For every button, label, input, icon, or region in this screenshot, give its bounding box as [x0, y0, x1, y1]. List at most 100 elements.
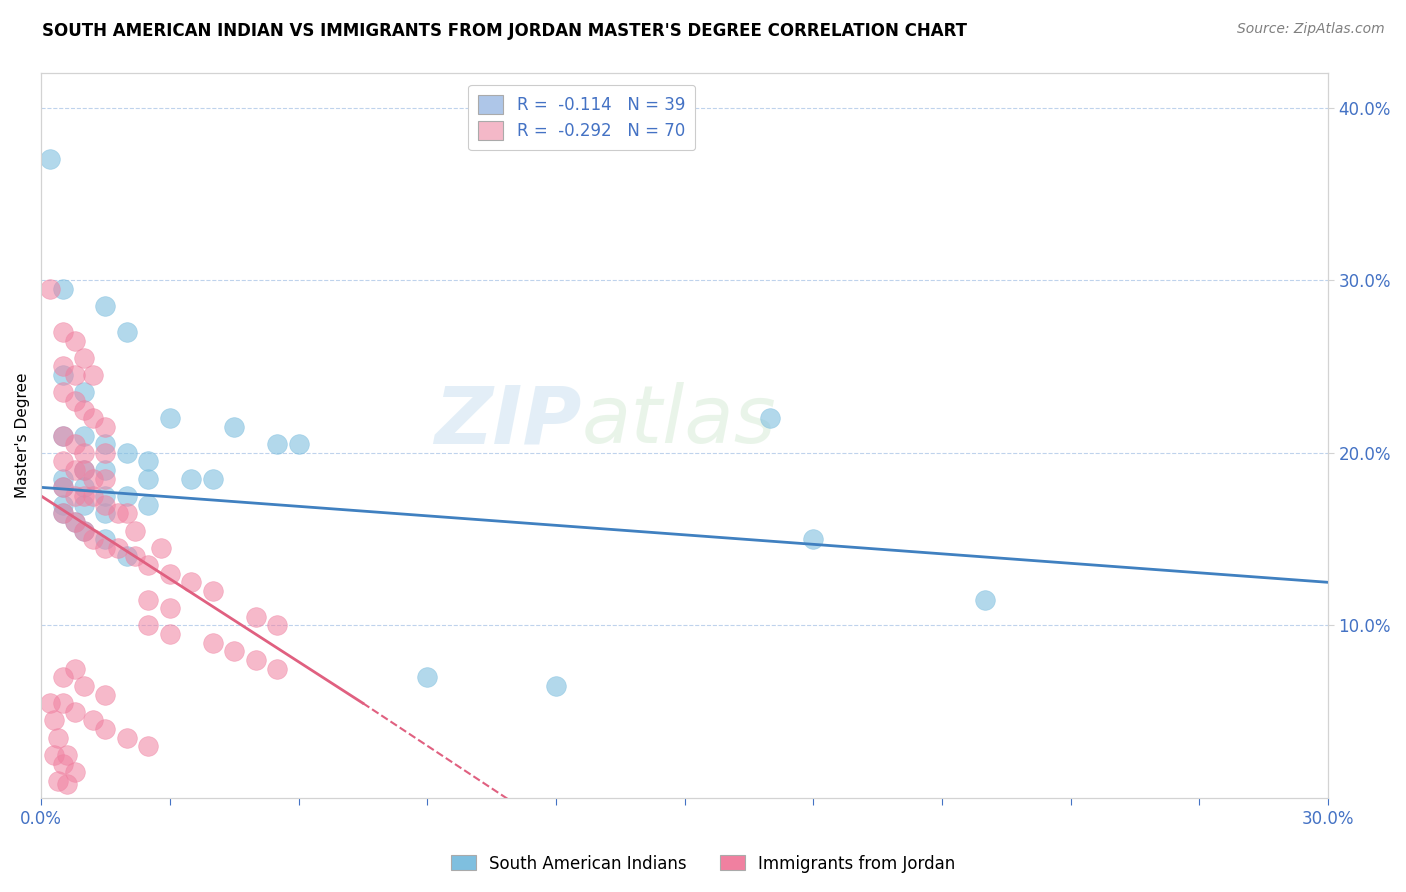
Y-axis label: Master's Degree: Master's Degree — [15, 373, 30, 499]
Point — [94, 506, 117, 520]
Point — [124, 549, 146, 564]
Point — [51, 428, 73, 442]
Point — [201, 583, 224, 598]
Point — [73, 446, 96, 460]
Point — [65, 765, 87, 780]
Point — [73, 498, 96, 512]
Point — [138, 454, 160, 468]
Point — [65, 463, 87, 477]
Point — [224, 644, 246, 658]
Point — [973, 592, 995, 607]
Point — [115, 731, 138, 745]
Point — [51, 282, 73, 296]
Point — [801, 532, 824, 546]
Point — [65, 334, 87, 348]
Point — [51, 696, 73, 710]
Point — [51, 428, 73, 442]
Point — [82, 489, 104, 503]
Point — [159, 566, 181, 581]
Point — [73, 524, 96, 538]
Point — [180, 575, 202, 590]
Point — [115, 506, 138, 520]
Point — [138, 618, 160, 632]
Point — [287, 437, 309, 451]
Point — [38, 282, 60, 296]
Point — [65, 489, 87, 503]
Point — [51, 506, 73, 520]
Point — [159, 627, 181, 641]
Point — [51, 385, 73, 400]
Point — [115, 489, 138, 503]
Point — [245, 610, 267, 624]
Point — [94, 472, 117, 486]
Point — [73, 351, 96, 365]
Point — [73, 463, 96, 477]
Point — [51, 325, 73, 339]
Point — [65, 437, 87, 451]
Point — [138, 592, 160, 607]
Point — [73, 489, 96, 503]
Point — [51, 480, 73, 494]
Legend: R =  -0.114   N = 39, R =  -0.292   N = 70: R = -0.114 N = 39, R = -0.292 N = 70 — [468, 85, 695, 150]
Point — [138, 472, 160, 486]
Legend: South American Indians, Immigrants from Jordan: South American Indians, Immigrants from … — [444, 848, 962, 880]
Point — [94, 489, 117, 503]
Point — [73, 679, 96, 693]
Point — [82, 368, 104, 383]
Text: ZIP: ZIP — [434, 382, 582, 460]
Point — [73, 524, 96, 538]
Point — [94, 722, 117, 736]
Point — [266, 437, 288, 451]
Point — [107, 506, 129, 520]
Point — [94, 420, 117, 434]
Point — [94, 541, 117, 555]
Point — [266, 618, 288, 632]
Text: atlas: atlas — [582, 382, 776, 460]
Point — [38, 153, 60, 167]
Point — [94, 299, 117, 313]
Point — [51, 498, 73, 512]
Point — [65, 515, 87, 529]
Point — [201, 636, 224, 650]
Point — [46, 731, 69, 745]
Point — [138, 739, 160, 754]
Point — [115, 549, 138, 564]
Point — [51, 756, 73, 771]
Point — [56, 747, 79, 762]
Point — [94, 463, 117, 477]
Point — [65, 515, 87, 529]
Point — [416, 670, 439, 684]
Point — [94, 532, 117, 546]
Point — [73, 385, 96, 400]
Point — [51, 472, 73, 486]
Point — [65, 705, 87, 719]
Point — [82, 714, 104, 728]
Point — [150, 541, 173, 555]
Point — [51, 359, 73, 374]
Point — [42, 747, 65, 762]
Point — [544, 679, 567, 693]
Point — [224, 420, 246, 434]
Text: SOUTH AMERICAN INDIAN VS IMMIGRANTS FROM JORDAN MASTER'S DEGREE CORRELATION CHAR: SOUTH AMERICAN INDIAN VS IMMIGRANTS FROM… — [42, 22, 967, 40]
Point — [159, 601, 181, 615]
Point — [759, 411, 782, 425]
Point — [138, 498, 160, 512]
Point — [94, 498, 117, 512]
Point — [51, 480, 73, 494]
Point — [124, 524, 146, 538]
Point — [94, 437, 117, 451]
Point — [94, 446, 117, 460]
Text: Source: ZipAtlas.com: Source: ZipAtlas.com — [1237, 22, 1385, 37]
Point — [94, 688, 117, 702]
Point — [73, 402, 96, 417]
Point — [180, 472, 202, 486]
Point — [73, 463, 96, 477]
Point — [201, 472, 224, 486]
Point — [73, 428, 96, 442]
Point — [138, 558, 160, 572]
Point — [38, 696, 60, 710]
Point — [65, 394, 87, 409]
Point — [51, 454, 73, 468]
Point — [266, 662, 288, 676]
Point — [51, 506, 73, 520]
